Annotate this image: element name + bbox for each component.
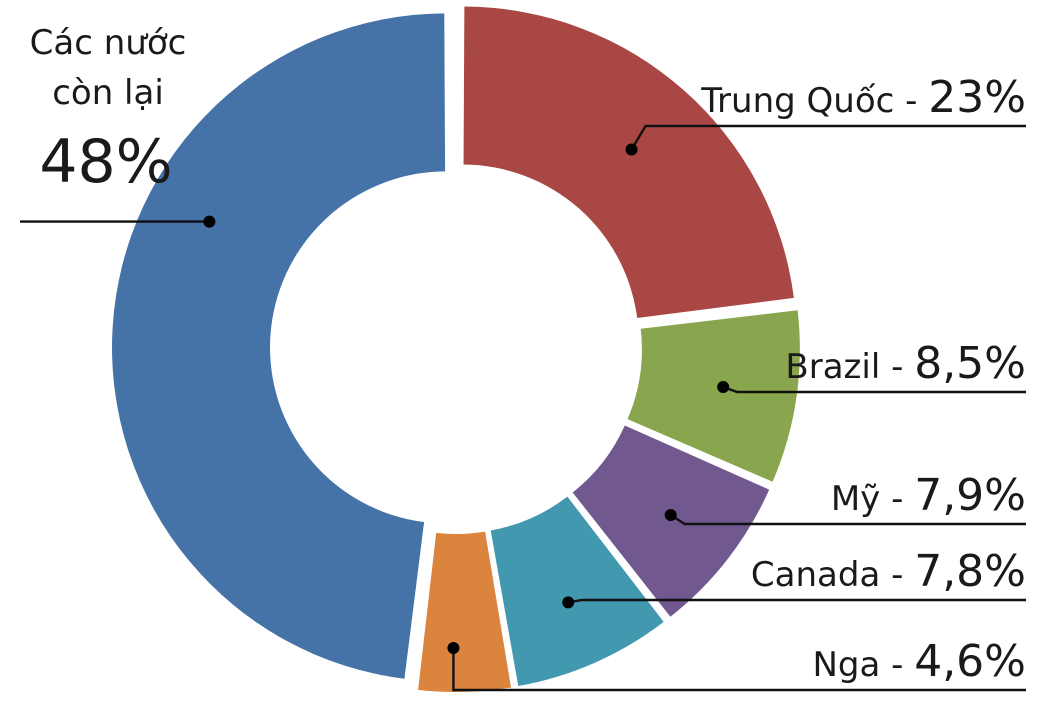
slice-canada (490, 496, 664, 687)
donut-slices (112, 6, 800, 692)
label-name-brazil: Brazil (785, 347, 880, 387)
leader-dot-my (664, 508, 677, 521)
leader-dot-canada (562, 596, 575, 609)
label-separator: - (880, 645, 914, 685)
label-separator: - (894, 81, 928, 121)
label-separator: - (880, 347, 914, 387)
label-value-canada: 7,8% (914, 546, 1026, 597)
slice-my (572, 425, 770, 617)
slice-trung-quoc (463, 6, 794, 319)
label-name-line-1: Các nước (30, 23, 187, 63)
label-value-cac-nuoc-con-lai: 48% (39, 127, 172, 197)
leader-line-trung-quoc (630, 124, 1026, 151)
slice-brazil (627, 310, 800, 482)
leader-line-nga (452, 647, 1026, 692)
label-brazil: Brazil - 8,5% (785, 338, 1026, 389)
label-name-canada: Canada (751, 555, 880, 595)
slice-cac-nuoc-con-lai (112, 13, 446, 679)
leader-dot-cac-nuoc-con-lai (203, 215, 216, 228)
label-value-trung-quoc: 23% (928, 72, 1026, 123)
leader-dot-brazil (717, 380, 730, 393)
leader-dot-nga (447, 641, 460, 654)
label-nga: Nga - 4,6% (812, 636, 1026, 687)
slice-nga (418, 531, 512, 692)
label-name-nga: Nga (812, 645, 880, 685)
label-name-trung-quoc: Trung Quốc (700, 81, 894, 121)
slice-labels: Trung Quốc - 23% Brazil - 8,5% Mỹ - 7,9% Ca… (20, 23, 1026, 692)
label-separator: - (880, 479, 914, 519)
leader-dot-trung-quoc (625, 143, 638, 156)
label-my: Mỹ - 7,9% (831, 470, 1026, 521)
label-value-my: 7,9% (914, 470, 1026, 521)
label-name-my: Mỹ (831, 479, 880, 519)
label-name-line-2: còn lại (52, 73, 164, 113)
label-trung-quoc: Trung Quốc - 23% (700, 72, 1026, 123)
label-value-nga: 4,6% (914, 636, 1026, 687)
label-separator: - (880, 555, 914, 595)
label-canada: Canada - 7,8% (751, 546, 1026, 597)
label-value-brazil: 8,5% (914, 338, 1026, 389)
